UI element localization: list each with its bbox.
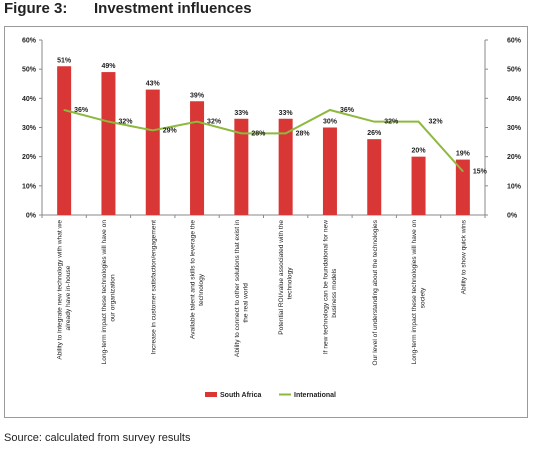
y-tick-label-left: 30% bbox=[22, 125, 37, 132]
bar-south-africa bbox=[455, 159, 470, 215]
y-tick-label-left: 10% bbox=[22, 183, 37, 190]
line-value-label: 29% bbox=[163, 127, 178, 134]
bar-south-africa bbox=[322, 127, 337, 215]
figure-number: Figure 3: bbox=[4, 0, 68, 17]
legend-swatch-south-africa bbox=[205, 392, 217, 397]
y-tick-label-left: 60% bbox=[22, 38, 37, 45]
figure-title-text: Investment influences bbox=[94, 0, 252, 17]
line-point-international bbox=[373, 120, 376, 123]
bar-value-label: 30% bbox=[323, 119, 338, 126]
bar-value-label: 39% bbox=[190, 92, 205, 99]
svg-text:Potential ROI/value associated: Potential ROI/value associated with the t… bbox=[278, 220, 294, 335]
line-point-international bbox=[151, 129, 154, 132]
svg-text:Ability to integrate new techn: Ability to integrate new technology with… bbox=[57, 220, 73, 360]
line-value-label: 32% bbox=[429, 119, 444, 126]
bar-south-africa bbox=[57, 66, 72, 215]
bar-south-africa bbox=[278, 118, 293, 215]
figure-title: Figure 3: Investment influences bbox=[4, 0, 252, 22]
bar-value-label: 26% bbox=[367, 130, 382, 137]
x-category-label: Our level of understanding about the tec… bbox=[372, 219, 379, 365]
chart-frame: 0% 10% 20% 30% 40% 50% 60% 0% 10% 20% 30% 40% 50% 60%… bbox=[4, 26, 528, 418]
y-tick-label-right: 20% bbox=[507, 154, 522, 161]
bar-south-africa bbox=[411, 156, 426, 215]
x-category-label: Ability to connect to other solutions th… bbox=[234, 220, 250, 357]
bar-value-label: 49% bbox=[101, 63, 116, 70]
line-point-international bbox=[329, 109, 331, 111]
line-point-international bbox=[462, 170, 464, 173]
y-tick-label-left: 50% bbox=[22, 67, 37, 74]
line-point-international bbox=[107, 120, 110, 123]
x-category-label: Ability to show quick wins bbox=[460, 219, 467, 294]
y-tick-label-left: 20% bbox=[22, 154, 37, 161]
x-category-label: Long-term impact these technologies will… bbox=[411, 220, 427, 365]
svg-text:If new technology can be found: If new technology can be foundational fo… bbox=[322, 220, 338, 354]
x-category-label: Ability to integrate new technology with… bbox=[57, 220, 73, 360]
x-category-label: Long-term impact these technologies will… bbox=[101, 220, 117, 365]
line-point-international bbox=[284, 132, 287, 135]
line-value-label: 32% bbox=[384, 119, 399, 126]
line-value-label: 28% bbox=[296, 130, 311, 137]
line-point-international bbox=[196, 120, 198, 123]
line-point-international bbox=[240, 132, 243, 135]
source-note: Source: calculated from survey results bbox=[4, 432, 191, 444]
bar-value-label: 43% bbox=[146, 81, 161, 88]
y-tick-label-left: 40% bbox=[22, 96, 37, 103]
y-tick-label-right: 30% bbox=[507, 125, 522, 132]
line-international bbox=[63, 108, 464, 172]
x-category-label: Available talent and skills to leverage … bbox=[190, 220, 206, 339]
y-tick-label-right: 60% bbox=[507, 38, 522, 45]
bar-value-label: 51% bbox=[57, 57, 72, 64]
bar-south-africa bbox=[190, 101, 205, 215]
bar-value-label: 33% bbox=[234, 110, 249, 117]
line-point-international bbox=[417, 120, 420, 123]
y-tick-label-right: 40% bbox=[507, 96, 522, 103]
svg-text:Increase in customer satisfact: Increase in customer satisfaction/engage… bbox=[150, 220, 157, 355]
line-value-label: 15% bbox=[473, 168, 488, 175]
y-tick-label-right: 10% bbox=[507, 183, 522, 190]
x-category-label: Increase in customer satisfaction/engage… bbox=[150, 220, 157, 355]
line-point-international bbox=[63, 109, 65, 111]
line-value-label: 36% bbox=[340, 107, 355, 114]
svg-text:Long-term impact these technol: Long-term impact these technologies will… bbox=[411, 220, 427, 365]
bar-value-label: 33% bbox=[279, 110, 294, 117]
x-category-label: Potential ROI/value associated with the t… bbox=[278, 220, 294, 335]
legend-label-south-africa: South Africa bbox=[220, 392, 261, 399]
svg-text:Available talent and skills to: Available talent and skills to leverage … bbox=[190, 220, 206, 339]
svg-text:Ability to connect to other so: Ability to connect to other solutions th… bbox=[234, 220, 250, 357]
legend-label-international: International bbox=[294, 392, 336, 399]
line-value-label: 36% bbox=[74, 107, 89, 114]
line-value-label: 28% bbox=[251, 130, 266, 137]
bar-value-label: 20% bbox=[412, 148, 427, 155]
svg-text:Our level of understanding abo: Our level of understanding about the tec… bbox=[372, 219, 379, 365]
bar-south-africa bbox=[145, 89, 160, 215]
y-tick-label-right: 0% bbox=[507, 213, 518, 220]
y-tick-label-right: 50% bbox=[507, 67, 522, 74]
x-category-label: If new technology can be foundational fo… bbox=[322, 220, 338, 354]
investment-chart: 0% 10% 20% 30% 40% 50% 60% 0% 10% 20% 30% 40% 50% 60%… bbox=[22, 38, 522, 400]
svg-text:Ability to show quick wins: Ability to show quick wins bbox=[460, 219, 467, 294]
svg-text:Long-term impact these technol: Long-term impact these technologies will… bbox=[101, 220, 117, 365]
bar-south-africa bbox=[367, 139, 382, 215]
bar-south-africa bbox=[101, 72, 116, 215]
line-value-label: 32% bbox=[118, 119, 133, 126]
line-value-label: 32% bbox=[207, 119, 222, 126]
bar-south-africa bbox=[234, 118, 249, 215]
y-tick-label-left: 0% bbox=[26, 213, 37, 220]
bar-value-label: 19% bbox=[456, 151, 471, 158]
